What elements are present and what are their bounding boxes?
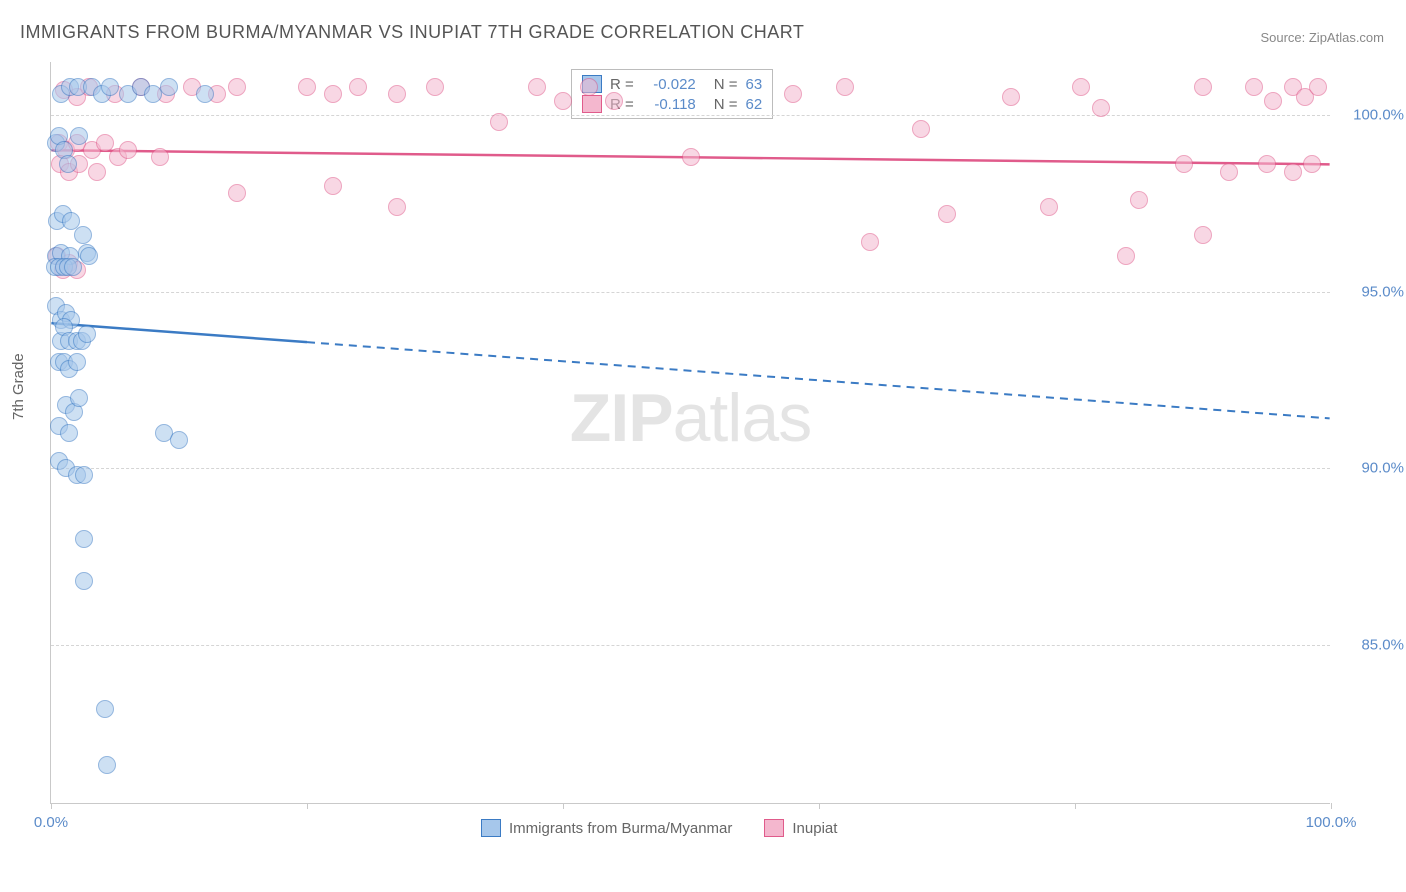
regression-line-burma-extended (307, 342, 1330, 418)
y-tick-label: 100.0% (1340, 107, 1404, 124)
data-point-inupiat (1264, 92, 1282, 110)
series-legend-item: Immigrants from Burma/Myanmar (481, 819, 732, 837)
legend-swatch (481, 819, 501, 837)
data-point-inupiat (1092, 99, 1110, 117)
data-point-inupiat (88, 163, 106, 181)
source-attribution: Source: ZipAtlas.com (1260, 30, 1384, 45)
series-legend-label: Immigrants from Burma/Myanmar (509, 820, 732, 837)
data-point-burma (74, 226, 92, 244)
data-point-burma (80, 247, 98, 265)
data-point-inupiat (1258, 155, 1276, 173)
data-point-inupiat (324, 85, 342, 103)
data-point-inupiat (1175, 155, 1193, 173)
gridline-horizontal (51, 292, 1330, 293)
data-point-burma (59, 155, 77, 173)
data-point-inupiat (1303, 155, 1321, 173)
gridline-horizontal (51, 468, 1330, 469)
data-point-inupiat (324, 177, 342, 195)
gridline-horizontal (51, 115, 1330, 116)
x-tickmark (1331, 803, 1332, 809)
data-point-inupiat (1072, 78, 1090, 96)
data-point-inupiat (784, 85, 802, 103)
y-tick-label: 85.0% (1340, 637, 1404, 654)
data-point-burma (70, 389, 88, 407)
data-point-inupiat (1194, 226, 1212, 244)
data-point-inupiat (151, 148, 169, 166)
data-point-burma (75, 466, 93, 484)
data-point-burma (64, 258, 82, 276)
legend-swatch (764, 819, 784, 837)
data-point-inupiat (836, 78, 854, 96)
data-point-inupiat (1002, 88, 1020, 106)
x-tickmark (1075, 803, 1076, 809)
data-point-inupiat (1117, 247, 1135, 265)
y-tick-label: 90.0% (1340, 460, 1404, 477)
data-point-burma (170, 431, 188, 449)
data-point-inupiat (426, 78, 444, 96)
data-point-inupiat (1245, 78, 1263, 96)
data-point-inupiat (298, 78, 316, 96)
data-point-inupiat (1309, 78, 1327, 96)
data-point-inupiat (1220, 163, 1238, 181)
data-point-inupiat (1040, 198, 1058, 216)
data-point-burma (68, 353, 86, 371)
x-tickmark (307, 803, 308, 809)
series-legend-item: Inupiat (764, 819, 837, 837)
gridline-horizontal (51, 645, 1330, 646)
x-tick-label: 100.0% (1306, 814, 1357, 831)
n-value: 63 (746, 76, 763, 93)
legend-swatch (582, 95, 602, 113)
data-point-inupiat (682, 148, 700, 166)
r-value: -0.022 (642, 76, 696, 93)
data-point-inupiat (228, 78, 246, 96)
source-value: ZipAtlas.com (1309, 30, 1384, 45)
data-point-burma (60, 424, 78, 442)
data-point-inupiat (912, 120, 930, 138)
data-point-inupiat (861, 233, 879, 251)
data-point-inupiat (388, 198, 406, 216)
series-legend-label: Inupiat (792, 820, 837, 837)
data-point-inupiat (490, 113, 508, 131)
data-point-inupiat (605, 92, 623, 110)
x-tick-label: 0.0% (34, 814, 68, 831)
data-point-burma (70, 127, 88, 145)
data-point-burma (75, 530, 93, 548)
x-tickmark (51, 803, 52, 809)
data-point-inupiat (1194, 78, 1212, 96)
regression-lines-layer (51, 62, 1330, 803)
x-tickmark (563, 803, 564, 809)
data-point-burma (160, 78, 178, 96)
y-tick-label: 95.0% (1340, 283, 1404, 300)
data-point-inupiat (1130, 191, 1148, 209)
data-point-burma (75, 572, 93, 590)
chart-title: IMMIGRANTS FROM BURMA/MYANMAR VS INUPIAT… (20, 22, 804, 43)
series-legend: Immigrants from Burma/Myanmar Inupiat (481, 819, 837, 837)
data-point-inupiat (119, 141, 137, 159)
data-point-inupiat (1284, 163, 1302, 181)
n-value: 62 (746, 96, 763, 113)
data-point-inupiat (938, 205, 956, 223)
n-label: N = (714, 76, 738, 93)
data-point-inupiat (580, 78, 598, 96)
data-point-inupiat (349, 78, 367, 96)
data-point-inupiat (228, 184, 246, 202)
data-point-burma (98, 756, 116, 774)
data-point-burma (96, 700, 114, 718)
corr-legend-row-burma: R = -0.022 N = 63 (582, 74, 762, 94)
data-point-burma (196, 85, 214, 103)
n-label: N = (714, 96, 738, 113)
data-point-inupiat (554, 92, 572, 110)
data-point-burma (78, 325, 96, 343)
data-point-inupiat (528, 78, 546, 96)
x-tickmark (819, 803, 820, 809)
correlation-legend: R = -0.022 N = 63R = -0.118 N = 62 (571, 69, 773, 119)
source-label: Source: (1260, 30, 1308, 45)
y-axis-label: 7th Grade (10, 353, 27, 420)
data-point-burma (101, 78, 119, 96)
r-value: -0.118 (642, 96, 696, 113)
r-label: R = (610, 76, 634, 93)
data-point-inupiat (388, 85, 406, 103)
scatter-chart: ZIPatlas R =-0.022N =63R =-0.118N =62 Im… (50, 62, 1330, 804)
